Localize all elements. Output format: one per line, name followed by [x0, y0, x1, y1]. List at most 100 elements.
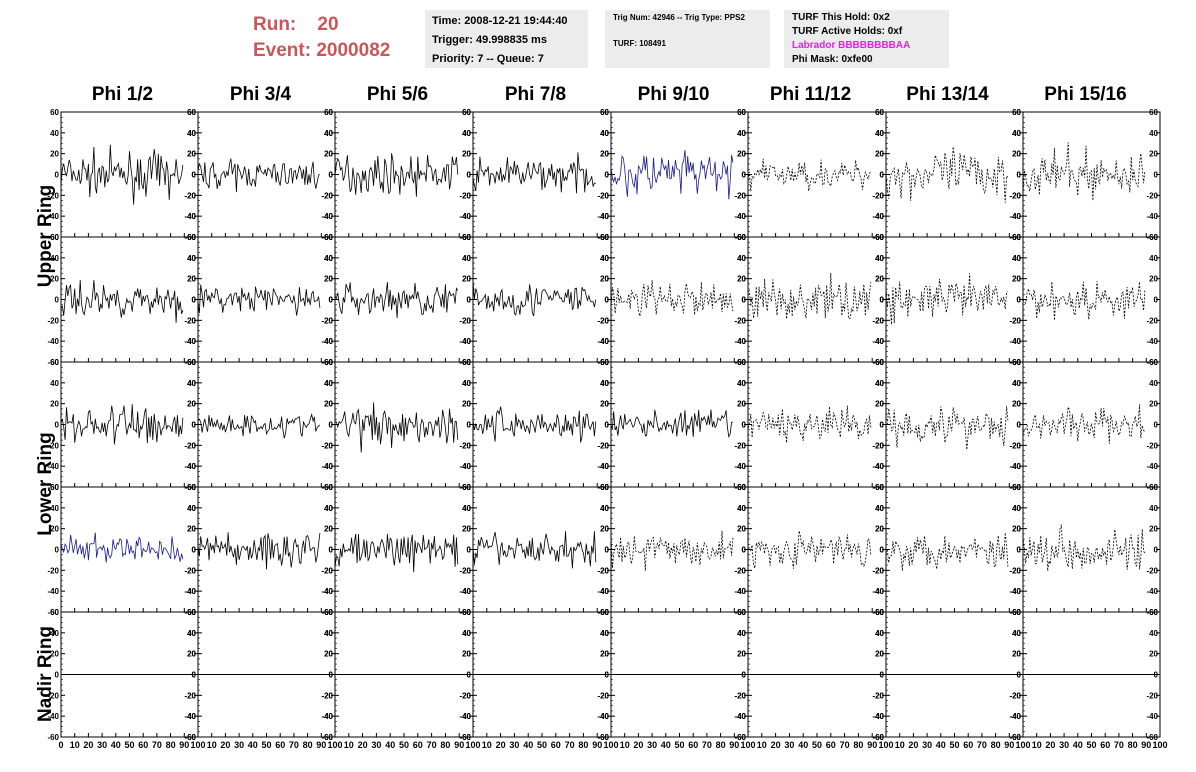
- x-tick-label: 10: [482, 740, 492, 750]
- y-tick-label: -20: [872, 691, 884, 700]
- y-tick-label: 0: [467, 296, 472, 305]
- y-tick-label: 0: [605, 671, 610, 680]
- x-tick-label: 70: [1114, 740, 1124, 750]
- y-tick-label: 60: [875, 358, 884, 367]
- y-tick-label: 60: [737, 358, 746, 367]
- y-tick-label: -20: [184, 316, 196, 325]
- y-tick-label: 60: [875, 233, 884, 242]
- y-tick-label: -20: [872, 191, 884, 200]
- y-tick-label: 0: [605, 546, 610, 555]
- y-tick-label: 40: [737, 129, 746, 138]
- y-tick-label: -20: [734, 566, 746, 575]
- y-tick-label: -20: [321, 566, 333, 575]
- column-header-phi-9-10: Phi 9/10: [637, 84, 710, 105]
- y-tick-label: 60: [1012, 483, 1021, 492]
- y-tick-label: 40: [600, 379, 609, 388]
- y-tick-label: -20: [47, 691, 59, 700]
- waveform-trace: [610, 409, 733, 439]
- x-tick-label: 30: [509, 740, 519, 750]
- y-tick-label: -20: [459, 566, 471, 575]
- y-tick-label: 60: [187, 608, 196, 617]
- y-tick-label: 20: [1012, 650, 1021, 659]
- y-tick-label: 20: [1149, 150, 1158, 159]
- y-tick-label: 20: [1012, 525, 1021, 534]
- y-tick-label: 40: [187, 129, 196, 138]
- y-tick-label: -40: [321, 587, 333, 596]
- y-tick-label: -60: [321, 733, 333, 742]
- y-tick-label: 40: [50, 504, 59, 513]
- y-tick-label: -40: [47, 212, 59, 221]
- y-tick-label: 40: [600, 504, 609, 513]
- y-tick-label: -40: [734, 337, 746, 346]
- y-tick-label: 60: [187, 233, 196, 242]
- y-tick-label: 20: [462, 150, 471, 159]
- y-tick-label: -40: [184, 587, 196, 596]
- x-tick-label: 100: [1152, 740, 1167, 750]
- y-tick-label: 60: [187, 108, 196, 117]
- x-tick-label: 30: [784, 740, 794, 750]
- y-tick-label: 40: [1012, 254, 1021, 263]
- y-tick-label: 20: [1012, 650, 1021, 659]
- y-tick-label: 20: [462, 275, 471, 284]
- y-tick-label: -40: [321, 462, 333, 471]
- y-tick-label: 60: [50, 608, 59, 617]
- y-tick-label: -20: [872, 691, 884, 700]
- y-tick-label: -40: [459, 212, 471, 221]
- y-tick-label: -40: [184, 587, 196, 596]
- y-tick-label: 0: [329, 546, 334, 555]
- y-tick-label: 0: [742, 421, 747, 430]
- y-tick-label: 0: [55, 296, 60, 305]
- y-tick-label: -60: [459, 733, 471, 742]
- x-tick-label: 90: [592, 740, 602, 750]
- y-tick-label: 60: [1012, 108, 1021, 117]
- x-tick-label: 60: [688, 740, 698, 750]
- y-tick-label: 0: [467, 421, 472, 430]
- y-tick-label: -20: [1009, 191, 1021, 200]
- y-tick-label: -40: [734, 462, 746, 471]
- y-tick-label: 60: [324, 608, 333, 617]
- y-tick-label: 0: [605, 171, 610, 180]
- y-tick-label: 40: [187, 129, 196, 138]
- y-tick-label: -20: [459, 566, 471, 575]
- x-tick-label: 40: [1073, 740, 1083, 750]
- y-tick-label: -20: [734, 316, 746, 325]
- panel-frame: [472, 361, 612, 488]
- panel-frame: [1022, 236, 1161, 363]
- y-tick-label: -20: [47, 566, 59, 575]
- y-tick-label: -40: [872, 212, 884, 221]
- y-tick-label: -40: [184, 337, 196, 346]
- waveform-trace: [610, 149, 734, 200]
- y-tick-label: 60: [1012, 233, 1021, 242]
- y-tick-label: 20: [600, 275, 609, 284]
- x-tick-label: 70: [702, 740, 712, 750]
- x-tick-label: 80: [440, 740, 450, 750]
- y-tick-label: 40: [1012, 129, 1021, 138]
- y-tick-label: 0: [192, 421, 197, 430]
- y-tick-label: -20: [597, 691, 609, 700]
- y-tick-label: 40: [875, 379, 884, 388]
- y-tick-label: -20: [1009, 441, 1021, 450]
- column-header-phi-3-4: Phi 3/4: [229, 84, 292, 105]
- y-tick-label: -40: [597, 337, 609, 346]
- y-tick-label: 0: [192, 296, 197, 305]
- y-tick-label: -20: [321, 691, 333, 700]
- y-tick-label: -60: [872, 733, 884, 742]
- x-tick-label: 50: [949, 740, 959, 750]
- y-tick-label: 60: [600, 608, 609, 617]
- y-tick-label: 20: [1149, 650, 1158, 659]
- y-tick-label: -20: [321, 441, 333, 450]
- time-info-panel: Time: 2008-12-21 19:44:40 Trigger: 49.99…: [425, 10, 588, 68]
- panel-frame: [610, 236, 749, 363]
- y-tick-label: 20: [600, 150, 609, 159]
- y-tick-label: 60: [875, 108, 884, 117]
- waveform-trace: [197, 532, 321, 570]
- column-header-phi-1-2: Phi 1/2: [91, 84, 154, 105]
- y-tick-label: 20: [737, 400, 746, 409]
- y-tick-label: -40: [1009, 587, 1021, 596]
- y-tick-label: 40: [324, 379, 333, 388]
- y-tick-label: -40: [184, 212, 196, 221]
- y-tick-label: 20: [737, 150, 746, 159]
- y-tick-label: -40: [1146, 712, 1158, 721]
- y-tick-label: 60: [737, 108, 746, 117]
- y-tick-label: -60: [47, 733, 59, 742]
